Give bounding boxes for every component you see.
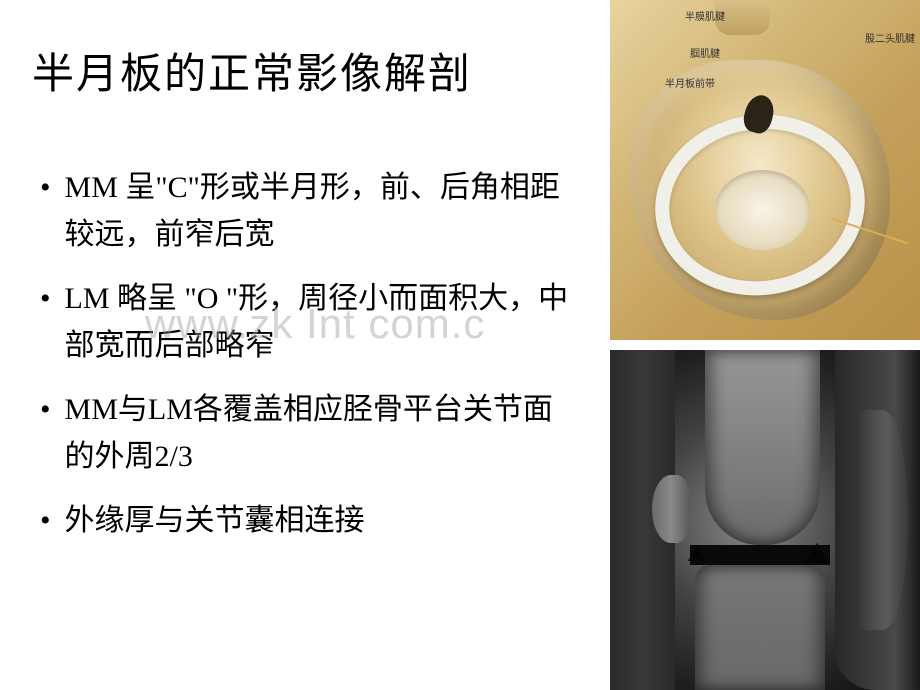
mri-sagittal-image	[610, 350, 920, 690]
bullet-list: • MM 呈"C"形或半月形，前、后角相距较远，前窄后宽 • LM 略呈 "O …	[40, 165, 580, 563]
bullet-item: • 外缘厚与关节囊相连接	[40, 498, 580, 545]
tibia-shape	[695, 565, 825, 690]
femur-shape	[705, 350, 820, 545]
bullet-text: MM与LM各覆盖相应胫骨平台关节面的外周2/3	[65, 387, 580, 480]
anatomy-label: 半月板前带	[665, 75, 715, 90]
meniscus-center-shape	[715, 170, 810, 250]
posterior-horn-meniscus	[805, 543, 829, 563]
anatomy-label: 腘肌腱	[690, 45, 720, 60]
bullet-item: • MM 呈"C"形或半月形，前、后角相距较远，前窄后宽	[40, 165, 580, 258]
bullet-text: 外缘厚与关节囊相连接	[65, 498, 365, 545]
anatomy-illustration-image: 半膜肌腱 股二头肌腱 腘肌腱 半月板前带	[610, 0, 920, 340]
patella-shape	[652, 475, 690, 543]
anatomy-label: 半膜肌腱	[685, 8, 725, 23]
bullet-marker: •	[40, 498, 51, 543]
popliteal-region	[858, 410, 908, 630]
slide: 半月板的正常影像解剖 • MM 呈"C"形或半月形，前、后角相距较远，前窄后宽 …	[0, 0, 920, 690]
bullet-text: MM 呈"C"形或半月形，前、后角相距较远，前窄后宽	[65, 165, 580, 258]
bullet-item: • MM与LM各覆盖相应胫骨平台关节面的外周2/3	[40, 387, 580, 480]
anatomy-label: 股二头肌腱	[865, 30, 915, 45]
bullet-marker: •	[40, 276, 51, 321]
bullet-item: • LM 略呈 "O "形，周径小而面积大，中部宽而后部略窄	[40, 276, 580, 369]
slide-title: 半月板的正常影像解剖	[32, 40, 472, 101]
bullet-marker: •	[40, 387, 51, 432]
bullet-marker: •	[40, 165, 51, 210]
anterior-horn-meniscus	[688, 546, 706, 561]
bullet-text: LM 略呈 "O "形，周径小而面积大，中部宽而后部略窄	[65, 276, 580, 369]
